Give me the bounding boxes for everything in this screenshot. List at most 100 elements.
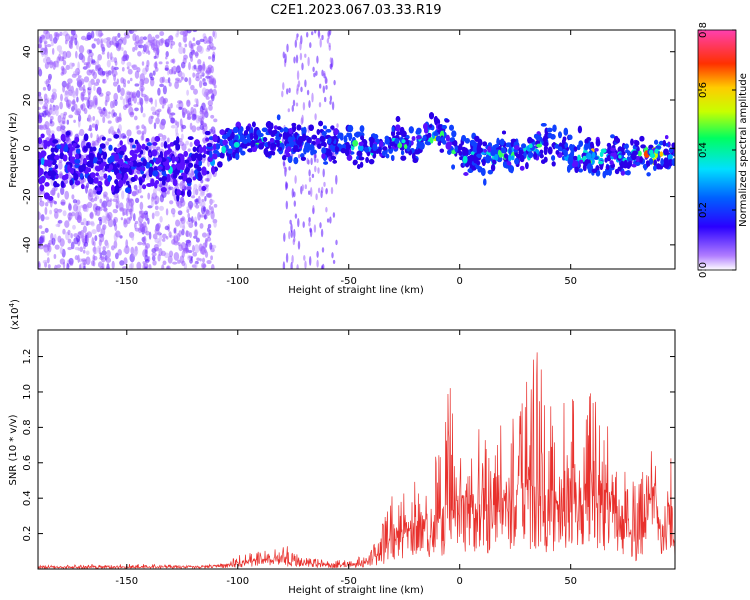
spectrogram-cell bbox=[101, 136, 106, 141]
spectrogram-cell bbox=[536, 143, 542, 148]
spectrogram-cell bbox=[221, 146, 227, 152]
spectrogram-cell bbox=[136, 261, 142, 269]
spectrogram-cell bbox=[206, 44, 212, 51]
spectrogram-cell bbox=[42, 259, 48, 264]
spectrogram-cell bbox=[617, 146, 623, 153]
spectrogram-cell bbox=[179, 180, 185, 190]
spectrogram-cell bbox=[151, 252, 157, 257]
spectrogram-cell bbox=[137, 51, 142, 57]
spectrogram-cell bbox=[101, 70, 106, 76]
spectrogram-cell bbox=[44, 182, 50, 187]
spectrogram-cell bbox=[293, 156, 299, 165]
spectrogram-cell bbox=[86, 99, 90, 109]
spectrogram-cell bbox=[85, 61, 91, 69]
spectrogram-cell bbox=[154, 205, 159, 211]
spectrogram-cell bbox=[62, 228, 66, 235]
snr-series-line bbox=[38, 352, 675, 569]
spectrogram-cell bbox=[87, 92, 91, 100]
spectrogram-cell bbox=[525, 162, 529, 170]
spectrogram-y-label: Frequency (Hz) bbox=[8, 112, 19, 188]
spectrogram-cell bbox=[88, 80, 92, 90]
spectrogram-cell bbox=[156, 222, 161, 229]
spectrogram-cell bbox=[52, 139, 59, 144]
spectrogram-cell bbox=[117, 84, 121, 93]
spectrogram-cell bbox=[67, 164, 71, 173]
spectrogram-cell bbox=[285, 200, 288, 210]
spectrogram-cell bbox=[617, 166, 622, 172]
spectrogram-cell bbox=[285, 252, 289, 263]
spectrogram-cell bbox=[195, 237, 200, 243]
spectrogram-cell bbox=[181, 124, 187, 130]
spectrogram-cell bbox=[100, 175, 105, 181]
spectrogram-cell bbox=[186, 206, 190, 211]
spectrogram-cell bbox=[160, 250, 166, 257]
spectrogram-cell bbox=[202, 145, 207, 153]
spectrogram-cell bbox=[318, 101, 322, 108]
spectrogram-cell bbox=[164, 164, 171, 171]
spectrogram-cell bbox=[94, 165, 100, 171]
spectrogram-cell bbox=[89, 146, 94, 152]
spectrogram-cell bbox=[100, 39, 103, 48]
spectrogram-cell bbox=[69, 146, 75, 151]
spectrogram-cell bbox=[57, 161, 63, 170]
spectrogram-cell bbox=[159, 215, 163, 223]
spectrogram-cell bbox=[160, 142, 164, 148]
spectrogram-cell bbox=[62, 210, 67, 217]
spectrogram-cell bbox=[136, 166, 141, 171]
spectrogram-cell bbox=[189, 204, 192, 209]
spectrogram-cell bbox=[300, 156, 306, 161]
spectrogram-cell bbox=[160, 187, 167, 193]
spectrogram-cell bbox=[90, 197, 95, 203]
spectrogram-cell bbox=[119, 96, 124, 101]
spectrogram-cell bbox=[95, 205, 101, 211]
spectrogram-cell bbox=[321, 147, 327, 154]
spectrogram-cell bbox=[352, 140, 359, 147]
spectrogram-cell bbox=[207, 156, 214, 163]
spectrogram-cell bbox=[124, 104, 130, 108]
spectrogram-cell bbox=[195, 114, 201, 124]
spectrogram-cell bbox=[202, 36, 208, 45]
spectrogram-cell bbox=[169, 200, 174, 205]
spectrogram-cell bbox=[473, 156, 479, 164]
spectrogram-cell bbox=[428, 124, 433, 129]
snr-y-tick-label: 0.8 bbox=[22, 419, 33, 435]
spectrogram-cell bbox=[113, 216, 118, 224]
spectrogram-cell bbox=[150, 106, 156, 112]
spectrogram-cell bbox=[204, 195, 207, 202]
spectrogram-cell bbox=[637, 150, 642, 157]
spectrogram-cell bbox=[519, 154, 525, 163]
spectrogram-cell bbox=[119, 235, 123, 239]
spectrogram-cell bbox=[313, 72, 316, 78]
spectrogram-cell bbox=[309, 144, 315, 152]
spectrogram-cell bbox=[165, 235, 169, 240]
spectrogram-cell bbox=[49, 209, 53, 215]
spectrogram-cell bbox=[201, 185, 207, 192]
spectrogram-cell bbox=[459, 156, 464, 161]
spectrogram-cell bbox=[334, 145, 340, 154]
spectrogram-cell bbox=[162, 260, 167, 266]
spectrogram-cell bbox=[138, 215, 144, 223]
spectrogram-cell bbox=[86, 32, 92, 41]
spectrogram-cell bbox=[193, 88, 198, 95]
snr-y-tick-label: 1.2 bbox=[22, 349, 33, 365]
spectrogram-cell bbox=[382, 146, 388, 151]
spectrogram-cell bbox=[330, 125, 335, 130]
spectrogram-cell bbox=[579, 159, 584, 164]
spectrogram-cell bbox=[142, 174, 147, 179]
spectrogram-cell bbox=[114, 179, 119, 185]
spectrogram-cell bbox=[102, 161, 107, 167]
spectrogram-cell bbox=[56, 62, 60, 68]
spectrogram-cell bbox=[60, 93, 63, 102]
spectrogram-cell bbox=[74, 255, 79, 261]
spectrogram-cell bbox=[327, 32, 330, 40]
spectrogram-cell bbox=[202, 82, 208, 87]
figure-title: C2E1.2023.067.03.33.R19 bbox=[270, 3, 441, 18]
spectrogram-cell bbox=[77, 61, 80, 70]
spectrogram-cell bbox=[508, 154, 512, 162]
spectrogram-cell bbox=[493, 153, 499, 162]
spectrogram-cell bbox=[356, 131, 362, 137]
spectrogram-cell bbox=[118, 179, 124, 188]
spectrogram-cell bbox=[153, 243, 159, 251]
spectrogram-cell bbox=[111, 36, 117, 45]
spectrogram-cell bbox=[83, 97, 89, 101]
